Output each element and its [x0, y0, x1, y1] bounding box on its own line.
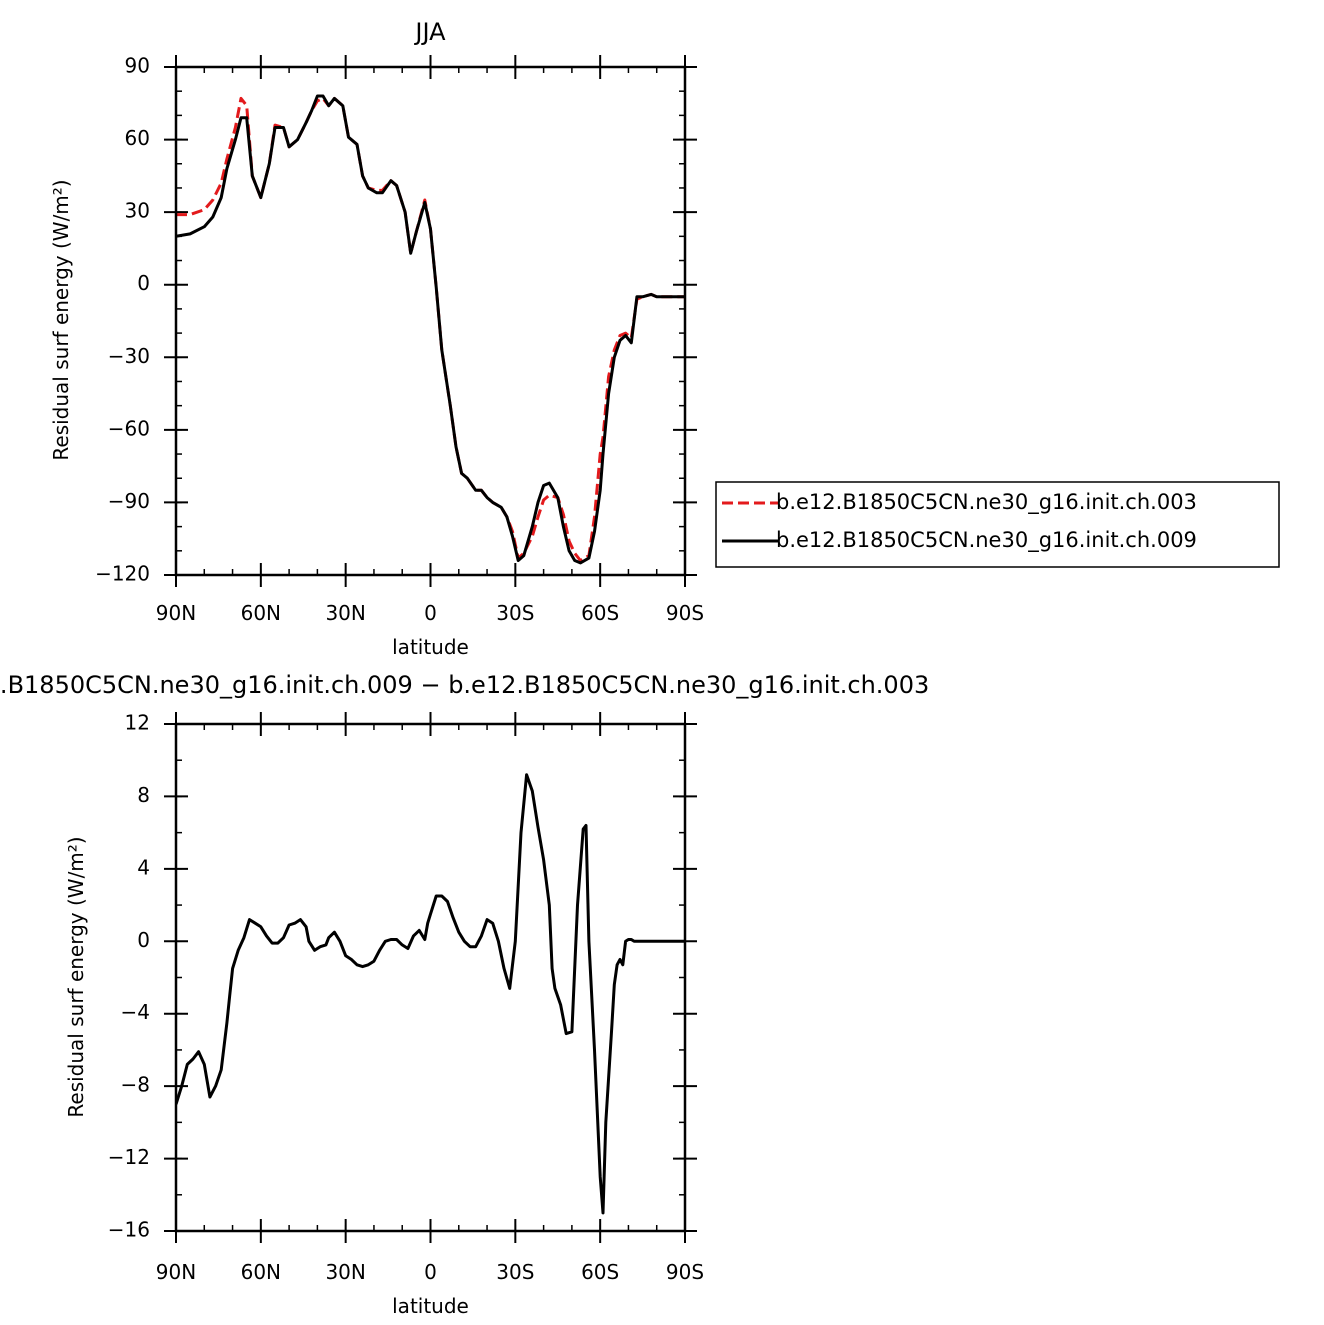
plot-title: JJA	[413, 18, 446, 46]
plot-frame	[174, 722, 687, 1233]
x-tick-label: 60N	[241, 1260, 281, 1284]
x-tick-label: 60N	[241, 601, 281, 625]
y-tick-label: 0	[137, 928, 150, 952]
series-line-1	[176, 773, 685, 1215]
x-tick-label: 90N	[156, 1260, 196, 1284]
y-tick-label: −60	[108, 416, 150, 440]
legend-entry-label: b.e12.B1850C5CN.ne30_g16.init.ch.003	[776, 490, 1197, 515]
y-tick-label: 30	[125, 199, 150, 223]
x-axis-title: latitude	[392, 1294, 469, 1318]
x-tick-label: 30S	[496, 1260, 534, 1284]
y-tick-label: 4	[137, 855, 150, 879]
y-tick-label: 60	[125, 126, 150, 150]
y-tick-label: −90	[108, 489, 150, 513]
x-tick-label: 90S	[666, 1260, 704, 1284]
y-tick-label: −120	[95, 562, 150, 586]
plot-frame	[174, 65, 687, 577]
x-tick-label: 60S	[581, 1260, 619, 1284]
legend-entry-label: b.e12.B1850C5CN.ne30_g16.init.ch.009	[776, 528, 1197, 553]
y-tick-label: −8	[121, 1073, 150, 1097]
y-tick-label: −30	[108, 344, 150, 368]
chart-1: JJA latitude Residual surf energy (W/m²) 90…	[49, 18, 1280, 659]
y-tick-label: 12	[125, 711, 150, 735]
x-tick-label: 30N	[325, 1260, 365, 1284]
x-tick-label: 90S	[666, 601, 704, 625]
x-tick-label: 30S	[496, 601, 534, 625]
y-axis-title: Residual surf energy (W/m²)	[49, 179, 73, 460]
x-tick-label: 0	[424, 601, 437, 625]
y-tick-label: 0	[137, 271, 150, 295]
x-tick-label: 30N	[325, 601, 365, 625]
legend: b.e12.B1850C5CN.ne30_g16.init.ch.003 b.e1…	[715, 481, 1280, 568]
plot-title: b.e12.B1850C5CN.ne30_g16.init.ch.009 − b…	[0, 671, 929, 699]
x-axis-title: latitude	[392, 635, 469, 659]
y-tick-label: −4	[121, 1000, 150, 1024]
y-tick-label: 8	[137, 783, 150, 807]
x-tick-label: 0	[424, 1260, 437, 1284]
y-tick-label: 90	[125, 54, 150, 78]
x-tick-label: 60S	[581, 601, 619, 625]
x-tick-label: 90N	[156, 601, 196, 625]
y-tick-label: −16	[108, 1218, 150, 1242]
chart-2: b.e12.B1850C5CN.ne30_g16.init.ch.009 − b…	[0, 671, 929, 1318]
y-tick-label: −12	[108, 1145, 150, 1169]
legend-box	[715, 481, 1280, 568]
series-line-2	[176, 94, 685, 565]
y-axis-title: Residual surf energy (W/m²)	[64, 836, 88, 1117]
